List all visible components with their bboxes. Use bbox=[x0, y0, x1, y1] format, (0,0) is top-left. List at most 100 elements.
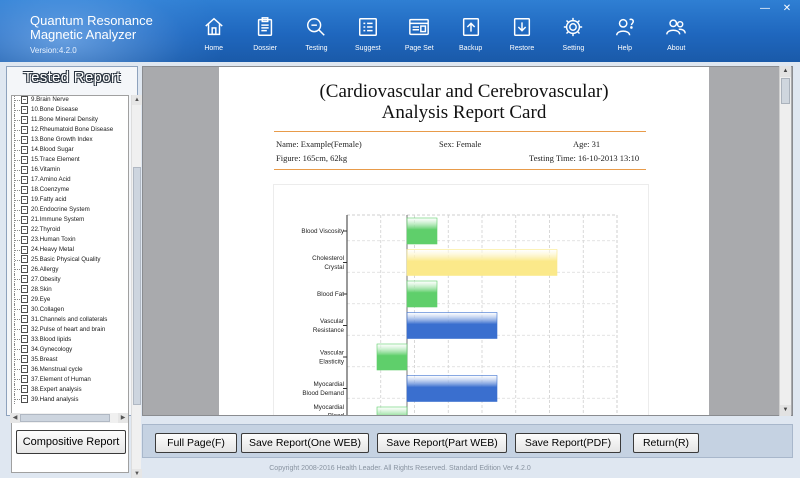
tree-item[interactable]: 9.Brain Nerve bbox=[14, 96, 113, 105]
app-title: Quantum Resonance Magnetic Analyzer bbox=[30, 14, 153, 42]
report-viewer: (Cardiovascular and Cerebrovascular) Ana… bbox=[142, 66, 793, 416]
tree-item[interactable]: 28.Skin bbox=[14, 284, 113, 295]
tree-scroll-thumb[interactable] bbox=[133, 167, 141, 405]
tree-vertical-scrollbar[interactable]: ▲ ▼ bbox=[131, 95, 142, 478]
y-tick-label: Myocardial Blood Demand bbox=[302, 381, 344, 397]
toolbar-about-button[interactable]: About bbox=[651, 4, 702, 58]
minimize-button[interactable]: — bbox=[760, 3, 770, 14]
tree-item[interactable]: 34.Gynecology bbox=[14, 344, 113, 355]
download-icon bbox=[513, 18, 531, 36]
tree-horizontal-scrollbar[interactable]: ◀ ▶ bbox=[10, 413, 128, 423]
tree-connector bbox=[14, 274, 20, 285]
save-report-part-web-button[interactable]: Save Report(Part WEB) bbox=[377, 433, 507, 453]
document-icon bbox=[21, 325, 28, 334]
report-scroll-down-icon[interactable]: ▼ bbox=[780, 405, 791, 416]
tree-item[interactable]: 21.Immune System bbox=[14, 214, 113, 225]
document-icon bbox=[21, 375, 28, 384]
report-title: (Cardiovascular and Cerebrovascular) Ana… bbox=[219, 81, 709, 123]
tree-item-label: 25.Basic Physical Quality bbox=[31, 255, 101, 263]
tree-item[interactable]: 19.Fatty acid bbox=[14, 194, 113, 205]
bar bbox=[406, 375, 498, 402]
toolbar-restore-button[interactable]: Restore bbox=[496, 4, 547, 58]
tree-item[interactable]: 18.Coenzyme bbox=[14, 184, 113, 195]
tree-item[interactable]: 35.Breast bbox=[14, 354, 113, 365]
tree-item[interactable]: 20.Endocrine System bbox=[14, 204, 113, 215]
tested-report-title: Tested Report bbox=[23, 69, 121, 86]
close-button[interactable]: ✕ bbox=[782, 3, 792, 14]
document-icon bbox=[21, 115, 28, 124]
tree-item[interactable]: 37.Element of Human bbox=[14, 374, 113, 385]
toolbar-setting-button[interactable]: Setting bbox=[548, 4, 599, 58]
compositive-report-button[interactable]: Compositive Report bbox=[16, 430, 126, 454]
tree-item[interactable]: 26.Allergy bbox=[14, 264, 113, 275]
tree-item[interactable]: 27.Obesity bbox=[14, 274, 113, 285]
tree-item[interactable]: 10.Bone Disease bbox=[14, 104, 113, 115]
tree-item-label: 14.Blood Sugar bbox=[31, 146, 74, 154]
action-bar: Full Page(F) Save Report(One WEB) Save R… bbox=[142, 424, 793, 458]
tree-item[interactable]: 11.Bone Mineral Density bbox=[14, 114, 113, 125]
scroll-down-arrow-icon[interactable]: ▼ bbox=[132, 469, 142, 478]
tree-connector bbox=[14, 194, 20, 205]
return-button[interactable]: Return(R) bbox=[633, 433, 699, 453]
y-tick-label: Blood Viscosity bbox=[301, 228, 344, 235]
analysis-chart-svg: Blood Viscosity Cholesterol Crystal Blood F… bbox=[301, 214, 618, 415]
report-tree: 9.Brain Nerve 10.Bone Disease 11.Bone Mine… bbox=[11, 95, 129, 473]
tree-item[interactable]: 25.Basic Physical Quality bbox=[14, 254, 113, 265]
tree-connector bbox=[14, 364, 20, 375]
tree-connector bbox=[14, 264, 20, 275]
document-icon bbox=[21, 345, 28, 354]
tree-item[interactable]: 31.Channels and collaterals bbox=[14, 314, 113, 325]
tree-item[interactable]: 29.Eye bbox=[14, 294, 113, 305]
tree-item[interactable]: 15.Trace Element bbox=[14, 154, 113, 165]
full-page-button[interactable]: Full Page(F) bbox=[155, 433, 237, 453]
tree-item[interactable]: 24.Heavy Metal bbox=[14, 244, 113, 255]
tree-item[interactable]: 39.Hand analysis bbox=[14, 394, 113, 405]
scroll-left-arrow-icon[interactable]: ◀ bbox=[10, 413, 20, 423]
toolbar-dossier-button[interactable]: Dossier bbox=[239, 4, 290, 58]
tree-connector bbox=[14, 304, 20, 315]
tree-item[interactable]: 33.Blood lipids bbox=[14, 334, 113, 345]
tree-item[interactable]: 12.Rheumatoid Bone Disease bbox=[14, 124, 113, 135]
tree-item[interactable]: 16.Vitamin bbox=[14, 164, 113, 175]
report-vertical-scrollbar[interactable]: ▲ ▼ bbox=[779, 66, 791, 416]
document-icon bbox=[21, 355, 28, 364]
toolbar-suggest-label: Suggest bbox=[355, 45, 381, 52]
document-icon bbox=[21, 335, 28, 344]
analysis-chart: Blood Viscosity Cholesterol Crystal Blood F… bbox=[274, 185, 648, 415]
document-icon bbox=[21, 215, 28, 224]
tree-connector bbox=[14, 184, 20, 195]
save-report-one-web-button[interactable]: Save Report(One WEB) bbox=[241, 433, 369, 453]
tree-item[interactable]: 32.Pulse of heart and brain bbox=[14, 324, 113, 335]
toolbar-testing-button[interactable]: Testing bbox=[291, 4, 342, 58]
toolbar-suggest-button[interactable]: Suggest bbox=[342, 4, 393, 58]
scroll-up-arrow-icon[interactable]: ▲ bbox=[132, 95, 142, 105]
tree-connector bbox=[14, 144, 20, 155]
tree-connector bbox=[14, 284, 20, 295]
save-report-pdf-button[interactable]: Save Report(PDF) bbox=[515, 433, 621, 453]
tree-item-label: 35.Breast bbox=[31, 355, 58, 363]
toolbar-pageset-button[interactable]: Page Set bbox=[394, 4, 445, 58]
tree-item[interactable]: 14.Blood Sugar bbox=[14, 144, 113, 155]
tested-report-panel: Tested Report 9.Brain Nerve 10.Bone Disea… bbox=[6, 66, 142, 478]
tree-item[interactable]: 13.Bone Growth Index bbox=[14, 134, 113, 145]
toolbar-backup-button[interactable]: Backup bbox=[445, 4, 496, 58]
y-tick-label: Vascular Elasticity bbox=[319, 350, 345, 366]
tree-item[interactable]: 17.Amino Acid bbox=[14, 174, 113, 185]
toolbar-help-button[interactable]: Help bbox=[599, 4, 650, 58]
tree-hscroll-thumb[interactable] bbox=[20, 414, 110, 422]
tree-item[interactable]: 22.Thyroid bbox=[14, 224, 113, 235]
document-icon bbox=[21, 245, 28, 254]
tree-connector bbox=[14, 324, 20, 335]
toolbar-home-button[interactable]: Home bbox=[188, 4, 239, 58]
tree-item[interactable]: 36.Menstrual cycle bbox=[14, 364, 113, 375]
tree-item[interactable]: 30.Collagen bbox=[14, 304, 113, 315]
tree-item-label: 26.Allergy bbox=[31, 265, 59, 273]
scroll-right-arrow-icon[interactable]: ▶ bbox=[118, 413, 128, 423]
report-scroll-thumb[interactable] bbox=[781, 78, 790, 104]
report-scroll-up-icon[interactable]: ▲ bbox=[780, 66, 791, 77]
tree-item[interactable]: 38.Expert analysis bbox=[14, 384, 113, 395]
window-controls: — ✕ bbox=[750, 3, 794, 15]
main-toolbar: Home Dossier Testing Suggest Page Set Ba… bbox=[188, 4, 702, 58]
tree-item[interactable]: 23.Human Toxin bbox=[14, 234, 113, 245]
tree-item-label: 21.Immune System bbox=[31, 216, 85, 224]
